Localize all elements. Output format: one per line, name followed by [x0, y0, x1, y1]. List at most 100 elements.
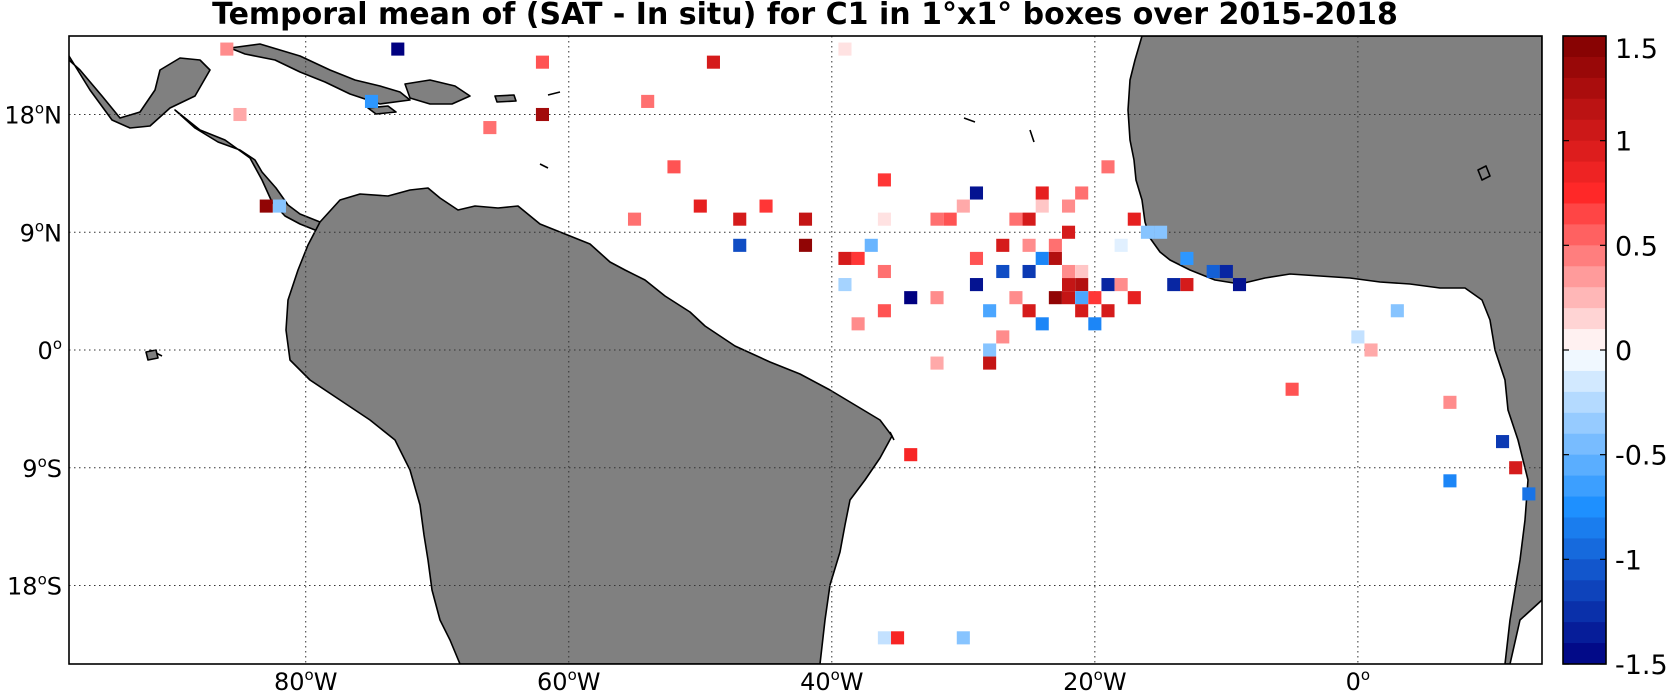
colorbar-segment: [1563, 433, 1606, 456]
data-cell: [1364, 343, 1378, 357]
colorbar-segment: [1563, 203, 1606, 225]
data-cell: [877, 212, 891, 226]
data-cell: [1232, 278, 1247, 292]
data-cell: [1114, 238, 1128, 252]
land-africa: [1127, 36, 1542, 664]
data-cell: [943, 212, 957, 226]
data-cell: [759, 199, 773, 213]
colorbar-segment: [1563, 454, 1606, 477]
data-cell: [641, 94, 655, 108]
data-cell: [233, 107, 247, 122]
colorbar-tick-label: 1: [1615, 127, 1632, 158]
colorbar-segment: [1563, 224, 1606, 246]
colorbar-segment: [1563, 391, 1606, 414]
colorbar-segment: [1563, 370, 1606, 393]
colorbar-tick-label: 0: [1615, 336, 1632, 367]
data-cell: [1180, 251, 1194, 265]
data-cell: [259, 199, 273, 213]
data-cell: [1509, 461, 1523, 475]
map-layer: [69, 36, 1542, 664]
tick-label: 18oS: [7, 571, 62, 601]
data-cell: [1061, 278, 1076, 292]
colorbar-segment: [1563, 601, 1606, 623]
colorbar-segment: [1563, 412, 1606, 435]
data-cell: [1351, 330, 1365, 344]
data-cell: [1088, 317, 1102, 331]
land-island-bioko: [1477, 165, 1491, 181]
data-squares: [220, 42, 1536, 645]
data-cell: [930, 212, 944, 226]
data-cell: [1035, 199, 1049, 213]
colorbar-segment: [1563, 538, 1606, 560]
tick-label: 80oW: [274, 666, 337, 694]
data-cell: [891, 631, 905, 645]
tick-label: 40oW: [800, 666, 863, 694]
colorbar: [1562, 35, 1607, 665]
data-cell: [1075, 278, 1089, 292]
data-cell: [1127, 291, 1141, 305]
colorbar-segment: [1563, 56, 1606, 79]
data-cell: [706, 55, 720, 69]
data-cell: [996, 238, 1010, 252]
colorbar-segment: [1563, 287, 1606, 309]
data-cell: [1075, 304, 1089, 318]
data-cell: [535, 55, 550, 69]
data-cell: [969, 251, 984, 265]
land-jamaica: [367, 105, 397, 115]
data-cell: [1061, 264, 1076, 279]
land-hispaniola: [404, 79, 471, 105]
data-cell: [733, 238, 747, 252]
map-frame: [68, 35, 1543, 665]
colorbar-segment: [1563, 517, 1606, 539]
colorbar-segment: [1563, 36, 1606, 58]
data-cell: [1206, 264, 1220, 279]
data-cell: [996, 330, 1010, 344]
data-cell: [733, 212, 747, 226]
data-cell: [1101, 278, 1115, 292]
data-cell: [1009, 212, 1023, 226]
data-cell: [996, 264, 1010, 279]
colorbar-segment: [1563, 182, 1606, 204]
data-cell: [930, 291, 944, 305]
tick-label: 0o: [1346, 666, 1370, 694]
data-cell: [1127, 212, 1141, 226]
land-cuba: [229, 43, 411, 105]
colorbar-segment: [1563, 245, 1606, 267]
data-cell: [693, 199, 707, 213]
data-cell: [1022, 304, 1036, 318]
data-cell: [1061, 291, 1076, 305]
data-cell: [838, 42, 852, 56]
land-puerto-rico: [494, 94, 517, 103]
data-cell: [969, 278, 984, 292]
data-cell: [1167, 278, 1181, 292]
data-cell: [1022, 212, 1036, 226]
colorbar-segment: [1563, 119, 1606, 142]
data-cell: [667, 160, 681, 174]
data-cell: [1522, 487, 1536, 501]
data-cell: [1180, 278, 1194, 292]
data-cell: [1219, 264, 1233, 279]
colorbar-tick-label: -1: [1615, 545, 1642, 576]
land-galapagos: [145, 349, 159, 361]
data-cell: [1088, 291, 1102, 305]
data-cell: [1048, 238, 1062, 252]
data-cell: [1035, 317, 1049, 331]
colorbar-segment: [1563, 77, 1606, 100]
colorbar-tick-label: 1.5: [1615, 34, 1658, 65]
data-cell: [798, 238, 813, 252]
colorbar-tick-label: 0.5: [1615, 231, 1658, 262]
data-cell: [1390, 304, 1404, 318]
figure-title: Temporal mean of (SAT - In situ) for C1 …: [212, 0, 1398, 32]
data-cell: [864, 238, 878, 252]
data-cell: [1061, 199, 1076, 213]
data-cell: [1075, 186, 1089, 200]
data-cell: [1048, 251, 1062, 265]
data-cell: [272, 199, 286, 213]
data-cell: [956, 631, 970, 645]
data-cell: [877, 304, 891, 318]
data-cell: [1022, 264, 1036, 279]
colorbar-segment: [1563, 475, 1606, 498]
latitude-labels: 18oN 9oN 0o 9oS 18oS: [4, 100, 62, 601]
data-cell: [1154, 225, 1168, 239]
colorbar-segment: [1563, 496, 1606, 518]
